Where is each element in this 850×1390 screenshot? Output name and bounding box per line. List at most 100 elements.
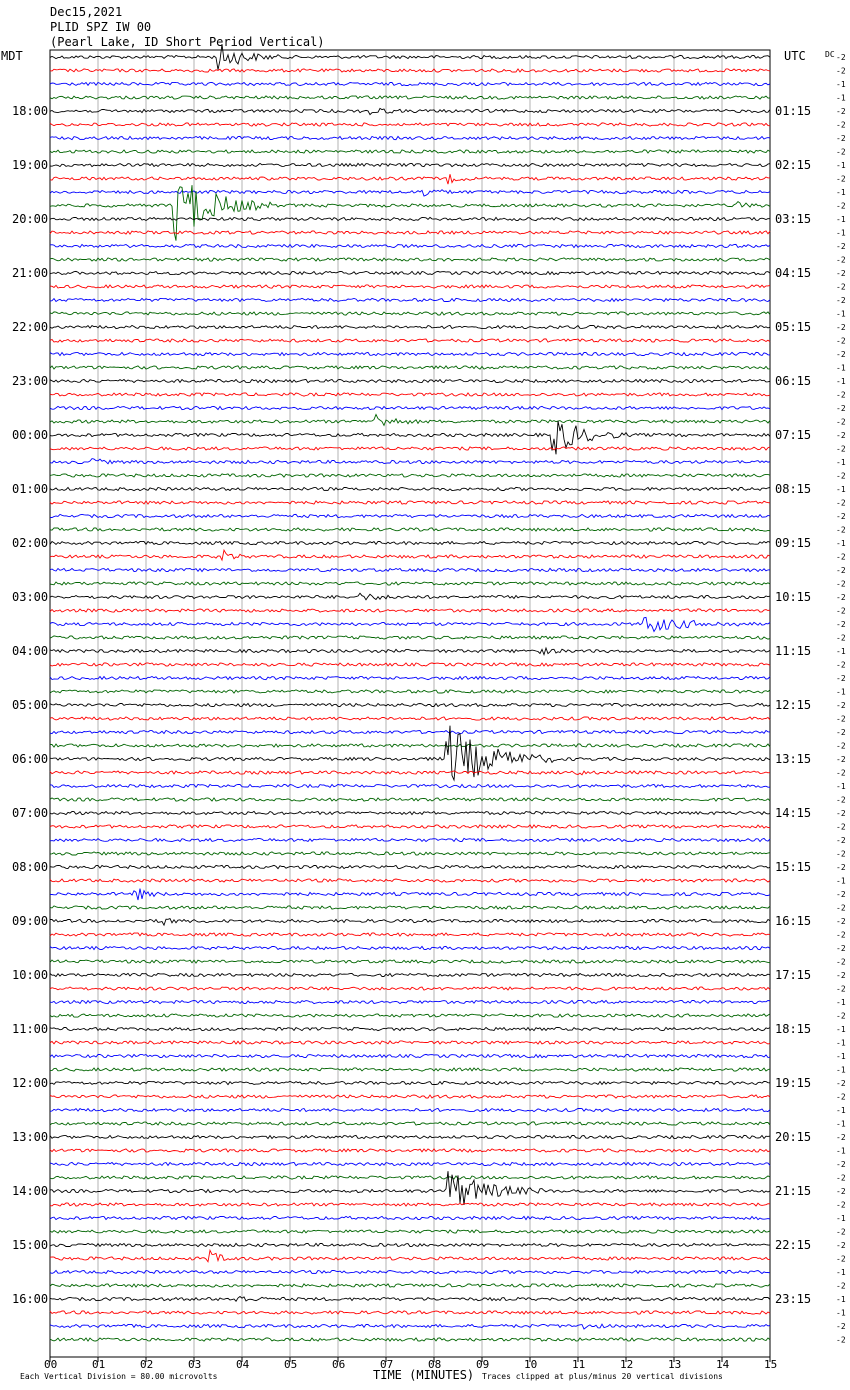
- dc-offset-label: -2: [836, 1133, 846, 1142]
- left-hour-label: 15:00: [12, 1238, 48, 1252]
- dc-offset-label: -2: [836, 526, 846, 535]
- trace-59: [49, 851, 771, 856]
- dc-offset-label: -2: [836, 566, 846, 575]
- date-label: Dec15,2021: [50, 5, 122, 19]
- trace-36: [49, 540, 771, 546]
- dc-offset-label: -1: [836, 1268, 846, 1277]
- trace-39: [49, 581, 771, 586]
- x-tick-label: 14: [716, 1358, 730, 1371]
- dc-offset-label: -2: [836, 391, 846, 400]
- left-hour-label: 07:00: [12, 806, 48, 820]
- trace-61: [49, 878, 771, 883]
- trace-11: [49, 185, 771, 241]
- left-hour-label: 12:00: [12, 1076, 48, 1090]
- trace-53: [49, 770, 771, 776]
- dc-offset-label: -1: [836, 188, 846, 197]
- dc-offset-label: -2: [836, 350, 846, 359]
- trace-75: [50, 1067, 771, 1072]
- dc-offset-label: -2: [836, 836, 846, 845]
- trace-25: [49, 392, 771, 397]
- right-hour-label: 05:15: [775, 320, 811, 334]
- left-hour-label: 05:00: [12, 698, 48, 712]
- right-timezone-label: UTC: [784, 49, 806, 63]
- dc-offset-label: -2: [836, 1201, 846, 1210]
- site-label: (Pearl Lake, ID Short Period Vertical): [50, 35, 325, 49]
- trace-80: [49, 1134, 771, 1140]
- dc-offset-label: -2: [836, 917, 846, 926]
- dc-offset-label: -2: [836, 1160, 846, 1169]
- left-hour-label: 19:00: [12, 158, 48, 172]
- trace-78: [49, 1107, 771, 1113]
- dc-offset-label: -2: [836, 971, 846, 980]
- dc-offset-label: -1: [836, 877, 846, 886]
- x-tick-label: 01: [92, 1358, 105, 1371]
- dc-offset-label: -2: [836, 202, 846, 211]
- dc-offset-label: -1: [836, 485, 846, 494]
- dc-offset-label: -1: [836, 688, 846, 697]
- right-hour-label: 09:15: [775, 536, 811, 550]
- right-hour-label: 10:15: [775, 590, 811, 604]
- right-hour-label: 11:15: [775, 644, 811, 658]
- x-tick-label: 15: [764, 1358, 777, 1371]
- trace-63: [49, 905, 771, 910]
- x-tick-label: 04: [236, 1358, 250, 1371]
- dc-offset-label: -2: [836, 769, 846, 778]
- right-hour-label: 20:15: [775, 1130, 811, 1144]
- dc-offset-label: -2: [836, 701, 846, 710]
- trace-34: [49, 513, 771, 519]
- right-hour-label: 08:15: [775, 482, 811, 496]
- trace-92: [49, 1295, 771, 1302]
- trace-6: [49, 135, 771, 141]
- dc-offset-label: -2: [836, 148, 846, 157]
- dc-offset-label: -2: [836, 134, 846, 143]
- x-tick-label: 09: [476, 1358, 489, 1371]
- left-hour-label: 22:00: [12, 320, 48, 334]
- trace-90: [49, 1269, 771, 1275]
- dc-offset-label: -2: [836, 256, 846, 265]
- trace-28: [49, 420, 771, 455]
- dc-offset-label: -1: [836, 310, 846, 319]
- dc-offset-label: -2: [836, 1336, 846, 1345]
- trace-52: [49, 725, 771, 782]
- trace-38: [49, 567, 771, 573]
- trace-70: [49, 999, 771, 1005]
- dc-offset-label: -1: [836, 80, 846, 89]
- trace-9: [49, 174, 771, 185]
- trace-58: [49, 837, 771, 843]
- plot-frame: [49, 49, 771, 1358]
- trace-42: [49, 616, 771, 633]
- dc-offset-label: -2: [836, 863, 846, 872]
- trace-65: [49, 932, 771, 937]
- trace-77: [49, 1094, 771, 1099]
- dc-offset-label: -1: [836, 1066, 846, 1075]
- trace-5: [49, 122, 771, 127]
- right-hour-label: 19:15: [775, 1076, 811, 1090]
- trace-83: [49, 1175, 771, 1180]
- dc-offset-label: -2: [836, 1079, 846, 1088]
- dc-offset-label: -1: [836, 1052, 846, 1061]
- left-hour-label: 16:00: [12, 1292, 48, 1306]
- dc-offset-label: -2: [836, 269, 846, 278]
- station-label: PLID SPZ IW 00: [50, 20, 151, 34]
- x-tick-label: 11: [572, 1358, 585, 1371]
- trace-68: [49, 972, 771, 978]
- trace-46: [49, 675, 771, 681]
- dc-offset-label: -2: [836, 283, 846, 292]
- dc-offset-label: -2: [836, 809, 846, 818]
- trace-47: [49, 689, 771, 694]
- trace-89: [49, 1248, 771, 1263]
- trace-37: [49, 548, 771, 562]
- dc-offset-label: -2: [836, 175, 846, 184]
- clip-note: Traces clipped at plus/minus 20 vertical…: [482, 1372, 723, 1381]
- trace-29: [49, 446, 771, 451]
- left-hour-label: 13:00: [12, 1130, 48, 1144]
- trace-71: [49, 1013, 771, 1018]
- right-hour-label: 16:15: [775, 914, 811, 928]
- dc-offset-label: -1: [836, 377, 846, 386]
- left-hour-label: 00:00: [12, 428, 48, 442]
- right-hour-labels: 01:15 02:15 03:15 04:15 05:15 06:15 07:15 08:15…: [775, 104, 811, 1306]
- trace-84: [49, 1171, 771, 1205]
- dc-offset-label: -2: [836, 1322, 846, 1331]
- trace-73: [49, 1040, 771, 1045]
- dc-offset-label: -1: [836, 1025, 846, 1034]
